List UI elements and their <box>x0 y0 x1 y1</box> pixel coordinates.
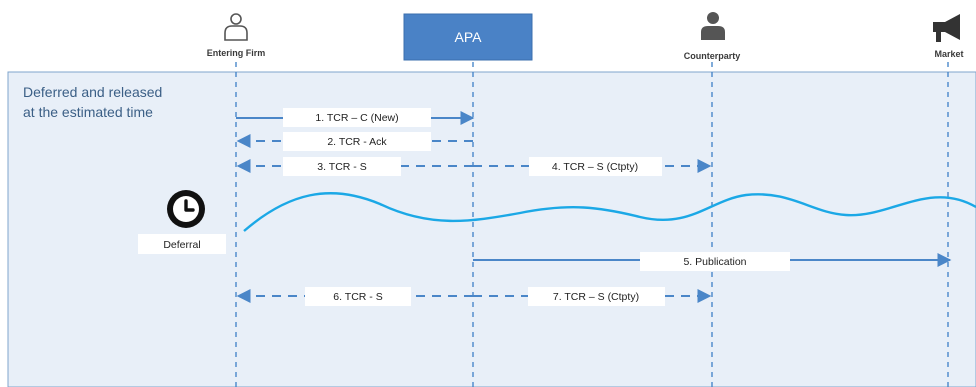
message-6-label-bg <box>305 287 411 306</box>
message-6-label: 6. TCR - S <box>333 291 382 303</box>
message-3: 3. TCR - S <box>236 157 473 176</box>
deferral-label-bg <box>138 234 226 254</box>
deferral: Deferral <box>138 190 226 254</box>
deferral-label: Deferral <box>163 239 200 251</box>
actor-counterparty: Counterparty <box>684 12 741 61</box>
message-2-label-bg <box>283 132 431 151</box>
apa-box <box>403 13 533 61</box>
note-line-2: at the estimated time <box>23 104 153 120</box>
person-solid-icon <box>701 12 725 40</box>
message-6: 6. TCR - S <box>236 287 473 306</box>
message-1-label-bg <box>283 108 431 127</box>
apa-label: APA <box>455 29 483 45</box>
message-7: 7. TCR – S (Ctpty) <box>473 287 712 306</box>
deferral-wave <box>243 192 976 232</box>
message-5-label: 5. Publication <box>683 256 746 268</box>
message-7-label-bg <box>528 287 665 306</box>
message-3-label-bg <box>283 157 401 176</box>
megaphone-icon <box>933 14 960 42</box>
clock-icon <box>167 190 205 228</box>
person-outline-icon <box>224 13 248 41</box>
message-7-label: 7. TCR – S (Ctpty) <box>553 291 639 303</box>
message-5-label-bg <box>640 252 790 271</box>
message-5: 5. Publication <box>473 252 952 271</box>
actor-entering-firm: Entering Firm <box>207 13 266 58</box>
entering-firm-label: Entering Firm <box>207 48 266 58</box>
message-2: 2. TCR - Ack <box>236 132 473 151</box>
message-4: 4. TCR – S (Ctpty) <box>473 157 712 176</box>
note-line-1: Deferred and released <box>23 84 162 100</box>
swimlane-panel <box>7 71 976 387</box>
message-1-label: 1. TCR – C (New) <box>315 112 398 124</box>
counterparty-label: Counterparty <box>684 51 741 61</box>
message-4-label-bg <box>529 157 662 176</box>
actor-apa: APA <box>403 13 533 61</box>
message-1: 1. TCR – C (New) <box>236 108 475 127</box>
actor-market: Market <box>933 14 964 59</box>
message-4-label: 4. TCR – S (Ctpty) <box>552 161 638 173</box>
message-2-label: 2. TCR - Ack <box>327 136 387 148</box>
market-label: Market <box>934 49 963 59</box>
message-3-label: 3. TCR - S <box>317 161 366 173</box>
